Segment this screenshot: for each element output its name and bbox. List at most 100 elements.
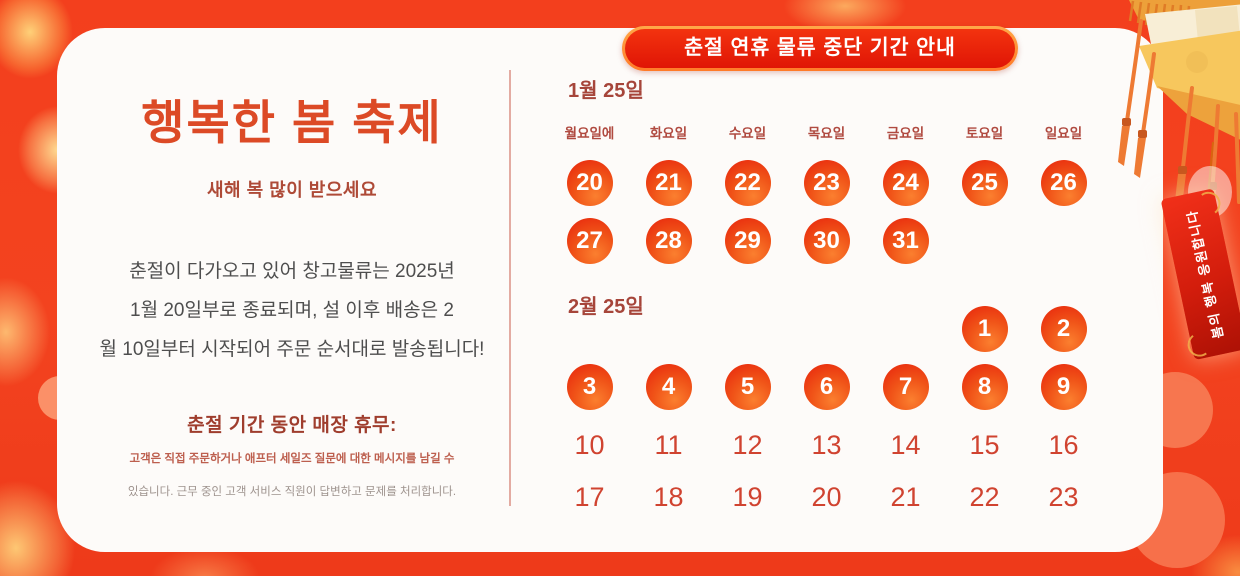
normal-date: 20	[811, 482, 842, 512]
normal-date: 17	[574, 482, 605, 512]
calendar-cell: 8	[945, 364, 1024, 410]
calendar-cell: 12	[708, 428, 787, 462]
january-label: 1월 25일	[568, 80, 644, 102]
weekday-label: 금요일	[886, 126, 925, 141]
suspended-date: 5	[724, 364, 771, 410]
vertical-divider	[509, 70, 511, 506]
calendar-cell	[708, 306, 787, 352]
calendar-cell: 5	[708, 364, 787, 410]
calendar-cell: 9	[1024, 364, 1103, 410]
customer-service-note-2: 있습니다. 근무 중인 고객 서비스 직원이 답변하고 문제를 처리합니다.	[127, 486, 457, 498]
normal-date: 22	[969, 482, 1000, 512]
calendar-cell: 16	[1024, 428, 1103, 462]
weekday-label: 토요일	[965, 126, 1004, 141]
suspended-date: 4	[645, 364, 692, 410]
normal-date: 18	[653, 482, 684, 512]
normal-date: 15	[969, 430, 1000, 460]
normal-date: 16	[1048, 430, 1079, 460]
calendar-cell: 23	[1024, 480, 1103, 514]
suspended-date: 22	[724, 160, 771, 206]
suspended-date: 1	[961, 306, 1008, 352]
calendar-cell: 20	[550, 160, 629, 206]
calendar-cell: 17	[550, 480, 629, 514]
suspended-date: 6	[803, 364, 850, 410]
calendar-cell: 2	[1024, 306, 1103, 352]
customer-service-note-1: 고객은 직접 주문하거나 애프터 세일즈 질문에 대한 메시지를 남길 수	[129, 453, 455, 465]
header-badge: 춘절 연휴 물류 중단 기간 안내	[622, 26, 1018, 71]
calendar-cell: 6	[787, 364, 866, 410]
calendar-cell: 28	[629, 218, 708, 264]
logistics-notice-paragraph: 춘절이 다가오고 있어 창고물류는 2025년 1월 20일부로 종료되며, 설…	[72, 252, 512, 369]
normal-date: 10	[574, 430, 605, 460]
calendar-cell: 13	[787, 428, 866, 462]
calendar-cell: 29	[708, 218, 787, 264]
weekday-label: 목요일	[807, 126, 846, 141]
calendar-cell: 1	[945, 306, 1024, 352]
suspended-date: 31	[882, 218, 929, 264]
suspended-date: 25	[961, 160, 1008, 206]
notice-line: 1월 20일부로 종료되며, 설 이후 배송은 2	[130, 300, 454, 321]
january-week-row: 27 28 29 30 31	[550, 218, 1103, 264]
normal-date: 14	[890, 430, 921, 460]
suspended-date: 8	[961, 364, 1008, 410]
february-week-row: 17 18 19 20 21 22 23	[550, 480, 1103, 514]
calendar-cell: 25	[945, 160, 1024, 206]
normal-date: 19	[732, 482, 763, 512]
calendar-cell: 7	[866, 364, 945, 410]
calendar-cell: 26	[1024, 160, 1103, 206]
calendar-cell: 19	[708, 480, 787, 514]
suspended-date: 7	[882, 364, 929, 410]
calendar-cell: 18	[629, 480, 708, 514]
normal-date: 21	[890, 482, 921, 512]
calendar-cell: 10	[550, 428, 629, 462]
content-card: 행복한 봄 축제 새해 복 많이 받으세요 춘절이 다가오고 있어 창고물류는 …	[57, 28, 1163, 552]
calendar-cell: 4	[629, 364, 708, 410]
normal-date: 13	[811, 430, 842, 460]
weekday-header-row: 월요일에 화요일 수요일 목요일 금요일 토요일 일요일	[550, 122, 1103, 142]
calendar-cell: 15	[945, 428, 1024, 462]
calendar-cell: 20	[787, 480, 866, 514]
suspended-date: 2	[1040, 306, 1087, 352]
hanging-tag-text: 봄의 행복 응원합니다	[1184, 208, 1227, 340]
calendar-cell: 22	[945, 480, 1024, 514]
calendar-cell: 23	[787, 160, 866, 206]
suspended-date: 24	[882, 160, 929, 206]
calendar-cell: 27	[550, 218, 629, 264]
suspended-date: 3	[566, 364, 613, 410]
holiday-calendar: 1월 25일 월요일에 화요일 수요일 목요일 금요일 토요일 일요일 20 21 22 23 24…	[550, 70, 1110, 530]
calendar-cell: 14	[866, 428, 945, 462]
suspended-date: 27	[566, 218, 613, 264]
greeting-subtitle: 새해 복 많이 받으세요	[206, 180, 378, 200]
suspended-date: 20	[566, 160, 613, 206]
normal-date: 11	[654, 430, 683, 460]
notice-line: 춘절이 다가오고 있어 창고물류는 2025년	[129, 261, 455, 282]
february-week-row: 10 11 12 13 14 15 16	[550, 428, 1103, 462]
calendar-cell	[866, 306, 945, 352]
calendar-cell: 21	[866, 480, 945, 514]
suspended-date: 30	[803, 218, 850, 264]
calendar-cell	[550, 306, 629, 352]
calendar-cell: 31	[866, 218, 945, 264]
january-week-row: 20 21 22 23 24 25 26	[550, 160, 1103, 206]
suspended-date: 23	[803, 160, 850, 206]
weekday-label: 화요일	[649, 126, 688, 141]
weekday-label: 월요일에	[564, 126, 615, 141]
calendar-cell	[1024, 218, 1103, 264]
page-title: 행복한 봄 축제	[141, 96, 443, 149]
calendar-cell: 11	[629, 428, 708, 462]
suspended-date: 9	[1040, 364, 1087, 410]
suspended-date: 28	[645, 218, 692, 264]
calendar-cell: 30	[787, 218, 866, 264]
suspended-date: 21	[645, 160, 692, 206]
header-badge-label: 춘절 연휴 물류 중단 기간 안내	[625, 29, 1015, 68]
calendar-cell	[629, 306, 708, 352]
weekday-label: 수요일	[728, 126, 767, 141]
store-closure-heading: 춘절 기간 동안 매장 휴무:	[187, 415, 397, 436]
february-label: 2월 25일	[568, 296, 644, 318]
notice-line: 월 10일부터 시작되어 주문 순서대로 발송됩니다!	[99, 339, 485, 360]
calendar-cell: 22	[708, 160, 787, 206]
calendar-cell: 24	[866, 160, 945, 206]
